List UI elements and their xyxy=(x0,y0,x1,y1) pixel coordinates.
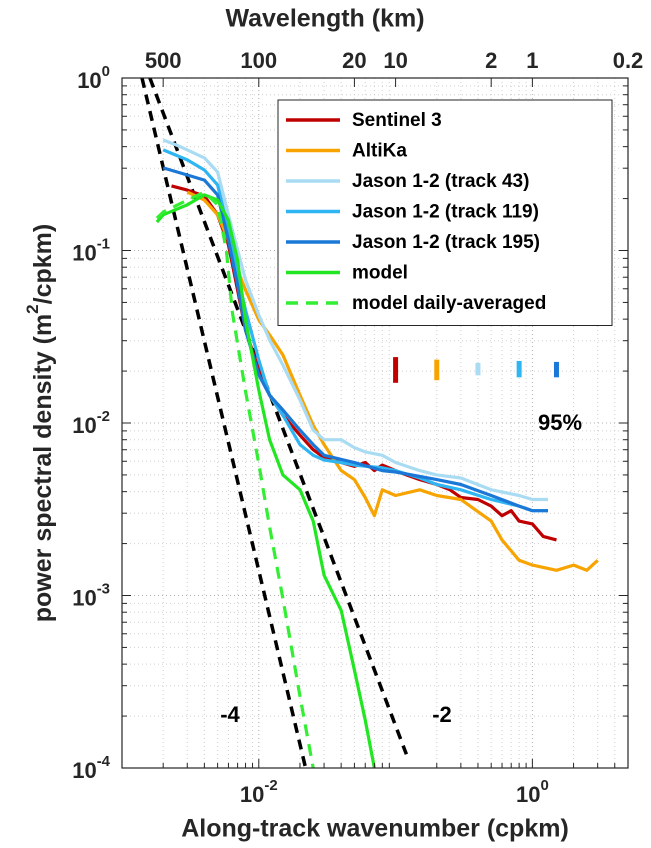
axes xyxy=(121,77,629,769)
series-line xyxy=(155,190,315,768)
y-tick-label: 10-4 xyxy=(72,753,110,783)
legend-label: AltiKa xyxy=(352,141,407,162)
lines xyxy=(140,78,599,768)
legend-label: Jason 1-2 (track 43) xyxy=(352,171,529,192)
x2-tick-label: 10 xyxy=(383,48,407,73)
y-tick-label: 10-2 xyxy=(72,408,110,438)
legend-label: Jason 1-2 (track 119) xyxy=(352,202,539,223)
x2-tick-label: 100 xyxy=(240,48,277,73)
x-axis-label: Along-track wavenumber (cpkm) xyxy=(181,815,569,843)
x-tick-label: 10-2 xyxy=(240,777,278,807)
slope-label: -2 xyxy=(432,702,452,727)
legend: Sentinel 3 AltiKa Jason 1-2 (track 43) Jaso… xyxy=(277,99,613,326)
x2-tick-label: 500 xyxy=(145,48,182,73)
plot-frame xyxy=(121,77,629,769)
y-axis-label: power spectral density (m2/cpkm) xyxy=(23,224,56,623)
series-line xyxy=(162,148,548,513)
legend-label: model xyxy=(352,263,408,284)
legend-label: Sentinel 3 xyxy=(352,110,442,131)
x-tick-label: 100 xyxy=(516,777,549,807)
legend-label: model daily-averaged xyxy=(352,293,546,314)
series-line xyxy=(186,190,599,572)
x2-tick-label: 20 xyxy=(342,48,366,73)
series-line xyxy=(162,166,548,513)
x2-tick-label: 2 xyxy=(485,48,497,73)
legend-label: Jason 1-2 (track 195) xyxy=(352,232,540,253)
series-line xyxy=(162,138,548,502)
y-tick-label: 10-1 xyxy=(72,235,110,265)
x2-tick-label: 1 xyxy=(526,48,538,73)
x2-axis-label: Wavelength (km) xyxy=(225,5,424,33)
y-tick-label: 100 xyxy=(77,63,110,93)
x2-tick-label: 0.2 xyxy=(613,48,644,73)
series-line xyxy=(155,193,376,768)
y-tick-label: 10-3 xyxy=(72,580,110,610)
confidence-label: 95% xyxy=(538,410,582,435)
slope-label: -4 xyxy=(220,702,240,727)
